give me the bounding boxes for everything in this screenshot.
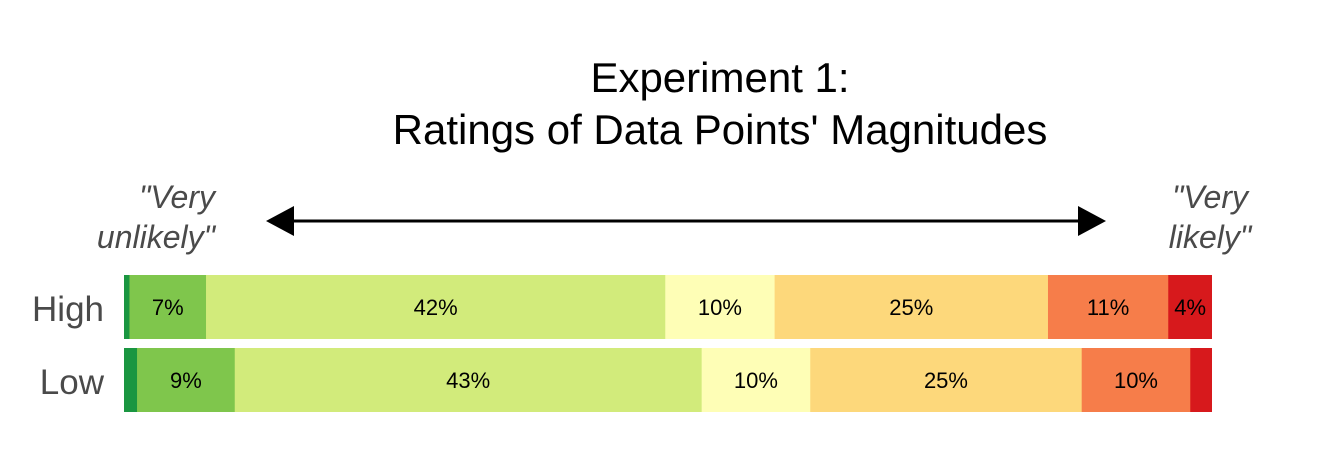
bar-row-high: 7% 42% 10% 25% 11% 4% <box>124 275 1212 339</box>
bar-segment-high-2 <box>206 275 666 339</box>
bar-segment-low-3 <box>701 348 811 412</box>
chart-title: Experiment 1: Ratings of Data Points' Ma… <box>0 52 1344 156</box>
arrow-head-right <box>1078 206 1106 236</box>
bar-label-low-3: 10% <box>734 368 778 393</box>
bar-segment-low-2 <box>234 348 703 412</box>
bar-label-low-4: 25% <box>924 368 968 393</box>
anchor-left-line1: "Very <box>139 179 215 215</box>
chart-title-line2: Ratings of Data Points' Magnitudes <box>392 106 1048 153</box>
bar-segment-low-6 <box>1190 348 1212 412</box>
bar-segment-high-5 <box>1047 275 1169 339</box>
row-label-high: High <box>32 290 104 329</box>
anchor-right-line2: likely" <box>1168 219 1252 255</box>
chart-title-line1: Experiment 1: <box>590 54 850 101</box>
bar-segment-high-4 <box>774 275 1049 339</box>
bar-segment-low-0 <box>124 348 138 412</box>
bar-segment-high-1 <box>129 275 207 339</box>
bar-row-low: 9% 43% 10% 25% 10% <box>124 348 1212 412</box>
bar-label-high-4: 25% <box>889 295 933 320</box>
anchor-left-label: "Very unlikely" <box>40 177 215 257</box>
bar-segment-low-5 <box>1081 348 1191 412</box>
bar-label-high-6: 4% <box>1174 295 1206 320</box>
bar-label-high-2: 42% <box>414 295 458 320</box>
bar-segment-high-3 <box>665 275 776 339</box>
arrow-head-left <box>266 206 294 236</box>
bar-label-low-5: 10% <box>1114 368 1158 393</box>
bar-label-low-1: 9% <box>170 368 202 393</box>
bar-segment-low-1 <box>137 348 236 412</box>
anchor-right-label: "Very likely" <box>1135 177 1285 257</box>
bar-segment-high-6 <box>1168 275 1212 339</box>
bar-segment-high-0 <box>124 275 130 339</box>
bar-label-high-3: 10% <box>698 295 742 320</box>
bar-label-low-2: 43% <box>446 368 490 393</box>
bar-label-high-1: 7% <box>152 295 184 320</box>
bar-segment-low-4 <box>810 348 1083 412</box>
bar-label-high-5: 11% <box>1087 295 1129 320</box>
row-label-low: Low <box>39 363 104 402</box>
anchor-right-line1: "Very <box>1172 179 1248 215</box>
anchor-left-line2: unlikely" <box>96 219 215 255</box>
